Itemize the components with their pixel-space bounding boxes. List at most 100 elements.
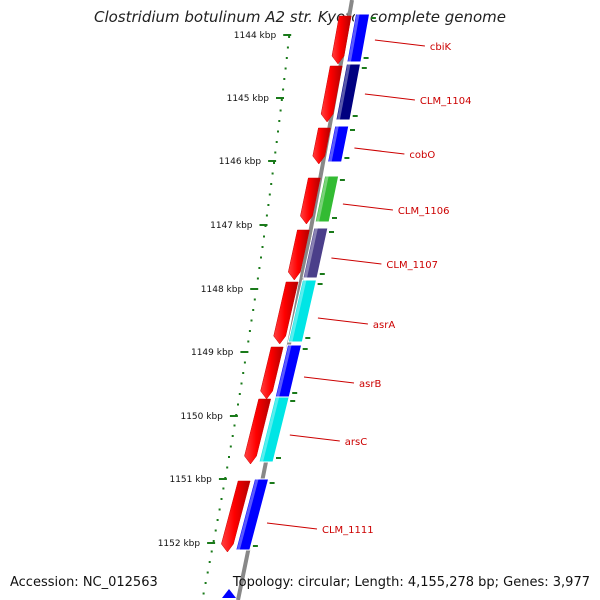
- cds-arrow: [273, 281, 299, 345]
- gene-feature: [288, 227, 334, 281]
- scale-dot: [250, 319, 253, 322]
- scale-dot: [233, 424, 236, 427]
- cds-arrow: [320, 65, 343, 123]
- gene-block: [314, 175, 340, 223]
- gene-block-shade: [260, 397, 280, 462]
- gene-labels: cbiK CLM_1104 cobO CLM_1106 CLM_1107 asrA asrB…: [266, 39, 472, 536]
- label-leader: [303, 376, 355, 384]
- scale-dot: [238, 393, 241, 395]
- gene-label: asrA: [373, 320, 395, 331]
- scale-dot: [222, 487, 225, 490]
- gene-label: cobO: [409, 150, 435, 161]
- scale-dot: [273, 162, 275, 164]
- scale-dot: [271, 172, 274, 175]
- label-leader: [289, 434, 340, 442]
- scale-dot: [204, 582, 207, 584]
- scale-dot: [248, 330, 251, 332]
- position-marker-icon: [222, 589, 236, 598]
- scale-dot: [286, 46, 289, 49]
- scale-dot: [282, 88, 285, 91]
- gene-features: [221, 13, 376, 553]
- label-leader: [364, 93, 415, 101]
- scale-dot: [216, 519, 219, 521]
- scale-dot: [202, 592, 205, 595]
- gene-feature: [273, 279, 323, 345]
- gene-block-shade: [304, 228, 318, 278]
- scale-dot: [284, 67, 287, 70]
- label-leader: [317, 317, 368, 325]
- scale-dot: [280, 99, 283, 101]
- cds-arrow: [331, 15, 352, 65]
- scale-dot: [288, 36, 291, 38]
- scale-tick-label: 1147 kbp: [210, 221, 253, 231]
- gene-label: CLM_1111: [322, 525, 374, 536]
- scale-tick-label: 1150 kbp: [180, 412, 223, 422]
- scale-dot: [268, 193, 271, 196]
- scale-dot: [274, 151, 277, 154]
- gene-feature: [331, 13, 376, 65]
- cds-arrow: [288, 229, 310, 281]
- scale-tick-label: 1145 kbp: [227, 94, 270, 104]
- scale-dot: [206, 571, 209, 574]
- scale-dot: [267, 204, 270, 206]
- scale-dot: [283, 78, 286, 80]
- scale-dot: [277, 130, 279, 133]
- scale-dot: [275, 141, 278, 143]
- gene-label: CLM_1107: [386, 260, 438, 271]
- gene-feature: [244, 396, 296, 465]
- gene-label: CLM_1106: [398, 206, 450, 217]
- scale-tick-label: 1151 kbp: [169, 475, 212, 485]
- scale-dot: [214, 529, 217, 532]
- scale-dot: [265, 214, 268, 217]
- label-leader: [331, 257, 382, 265]
- gene-feature: [260, 344, 308, 400]
- gene-block: [235, 478, 270, 551]
- scale-ticks: 1144 kbp 1145 kbp 1146 kbp 1147 kbp 1148 kbp…: [158, 31, 292, 549]
- gene-block: [346, 13, 371, 63]
- scale-dot: [261, 246, 264, 248]
- scale-dot: [270, 183, 273, 185]
- cds-arrow: [221, 480, 251, 553]
- gene-feature: [300, 175, 345, 225]
- gene-block-shade: [316, 176, 329, 222]
- gene-label: arsC: [345, 437, 367, 448]
- scale-dot: [256, 277, 259, 280]
- gene-block-shade: [336, 64, 351, 120]
- gene-feature: [320, 63, 367, 123]
- gene-block: [302, 227, 329, 279]
- map-title: Clostridium botulinum A2 str. Kyoto, com…: [93, 8, 507, 26]
- scale-dot: [226, 466, 229, 469]
- scale-tick-label: 1144 kbp: [234, 31, 277, 41]
- gene-block-shade: [236, 479, 259, 550]
- label-leader: [342, 203, 393, 211]
- cds-arrow: [244, 398, 272, 465]
- gene-block: [258, 396, 290, 463]
- scale-dot: [279, 109, 282, 112]
- gene-label: cbiK: [430, 42, 452, 53]
- gene-block: [326, 125, 350, 163]
- gene-label: asrB: [359, 379, 381, 390]
- label-leader: [266, 522, 318, 530]
- scale-dot: [242, 372, 245, 374]
- scale-dot: [231, 435, 234, 437]
- accession-text: Accession: NC_012563: [10, 575, 158, 590]
- scale-dot: [285, 57, 288, 59]
- scale-dot: [237, 403, 239, 406]
- gene-block-shade: [276, 345, 292, 397]
- gene-block: [335, 63, 362, 121]
- scale-dot: [278, 120, 281, 122]
- scale-tick-label: 1149 kbp: [191, 348, 234, 358]
- scale-tick-label: 1152 kbp: [158, 539, 201, 549]
- scale-dot: [243, 361, 246, 364]
- gene-feature: [312, 125, 355, 165]
- scale-dot: [252, 309, 255, 311]
- gene-block-shade: [347, 14, 360, 62]
- scale-dot: [240, 382, 243, 385]
- scale-dot: [247, 340, 250, 343]
- scale-dot: [220, 498, 223, 500]
- scale-dot: [228, 456, 230, 458]
- gene-block: [287, 279, 318, 343]
- cds-arrow: [312, 127, 331, 165]
- scale-dot: [212, 540, 215, 542]
